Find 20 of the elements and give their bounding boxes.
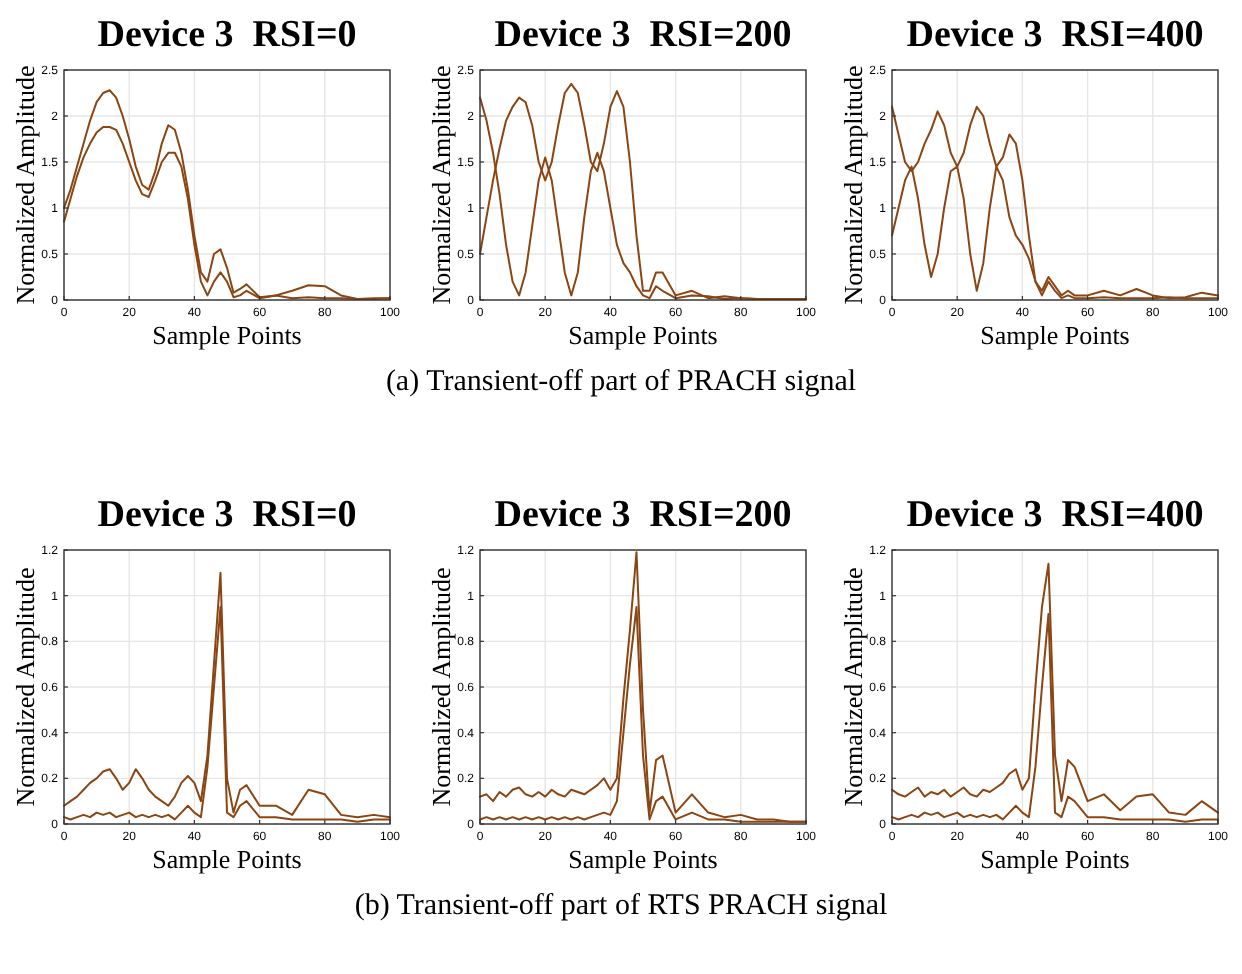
text: (a) Transient-off part of PRACH signal — [385, 366, 857, 398]
x-axis-title: Sample Points — [568, 844, 718, 874]
x-axis-title: Sample Points — [152, 320, 302, 350]
y-axis-title: Normalized Amplitude — [10, 65, 40, 305]
text: (b) Transient-off part of RTS PRACH signal — [354, 890, 888, 922]
chart-title: Device 3 RSI=200 — [494, 494, 792, 536]
x-axis-title: Sample Points — [980, 844, 1130, 874]
y-axis-title: Normalized Amplitude — [838, 65, 868, 305]
x-axis-title: Sample Points — [568, 320, 718, 350]
x-axis-title: Sample Points — [152, 844, 302, 874]
x-axis-title: Sample Points — [980, 320, 1130, 350]
chart-title: Device 3 RSI=400 — [906, 494, 1204, 536]
y-axis-title: Normalized Amplitude — [426, 567, 456, 807]
chart-title: Device 3 RSI=400 — [906, 14, 1204, 56]
y-axis-title: Normalized Amplitude — [10, 567, 40, 807]
y-axis-title: Normalized Amplitude — [838, 567, 868, 807]
chart-title: Device 3 RSI=0 — [97, 14, 357, 56]
y-axis-title: Normalized Amplitude — [426, 65, 456, 305]
chart-title: Device 3 RSI=0 — [97, 494, 357, 536]
chart-title: Device 3 RSI=200 — [494, 14, 792, 56]
